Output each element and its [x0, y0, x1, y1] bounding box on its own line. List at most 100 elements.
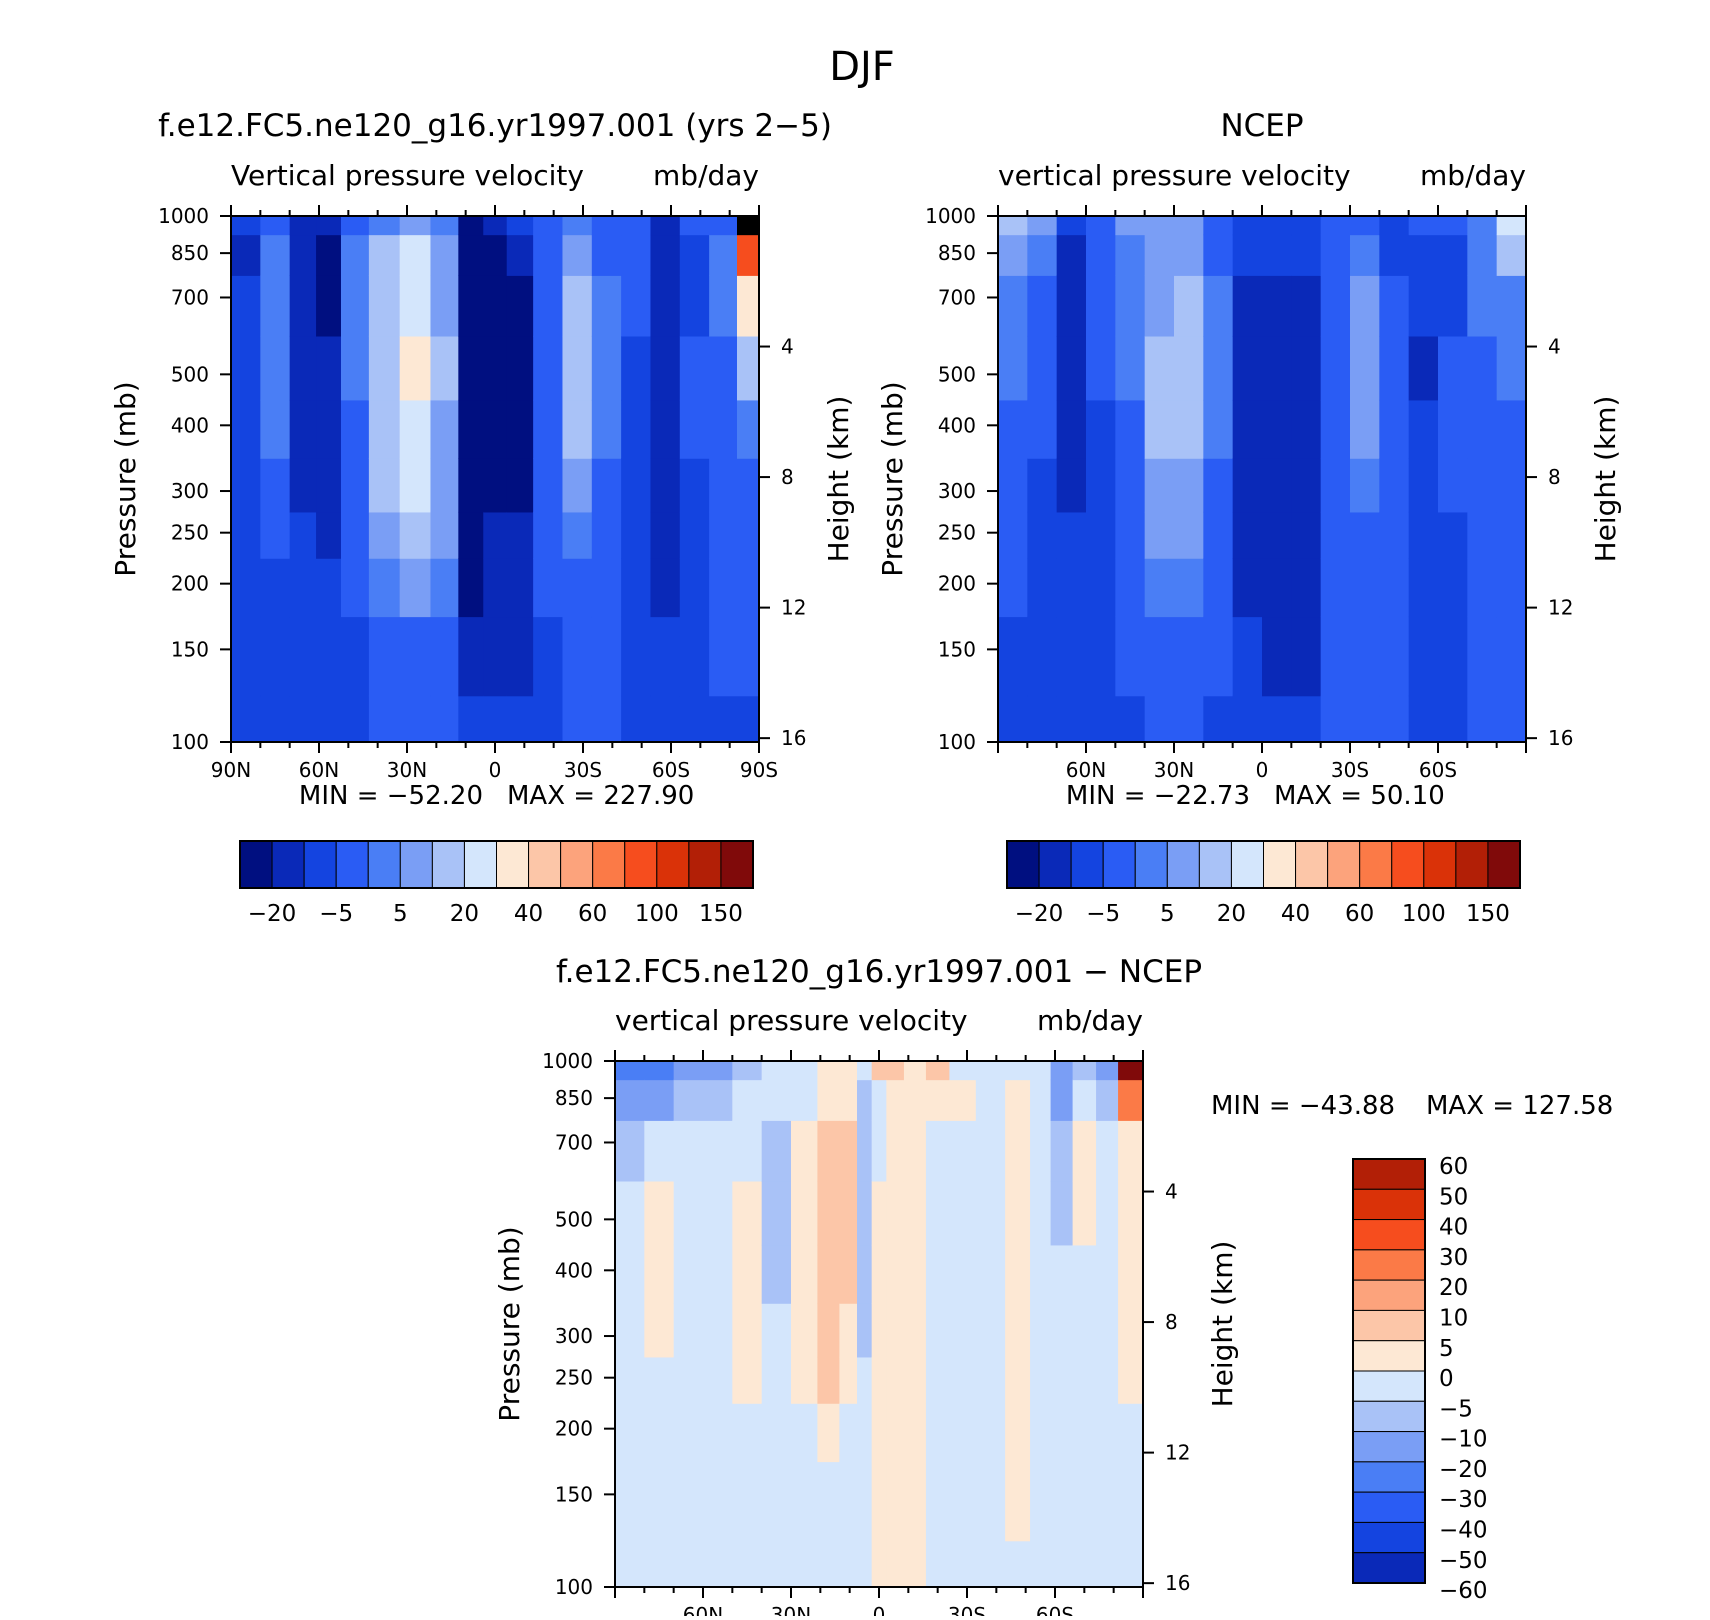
data-cell — [1408, 458, 1439, 513]
data-cell — [1350, 216, 1380, 236]
data-cell — [679, 335, 710, 401]
data-cell — [316, 695, 342, 742]
data-cell — [903, 1303, 927, 1358]
y-tick-label: 500 — [938, 362, 976, 386]
colorbar-label: 5 — [393, 901, 408, 927]
data-cell — [1030, 1303, 1052, 1358]
data-cell — [1096, 1061, 1119, 1081]
data-cell — [761, 1244, 792, 1304]
data-cell — [591, 511, 622, 559]
data-cell — [591, 616, 622, 697]
x-tick-label: 60S — [1419, 758, 1457, 782]
data-cell — [817, 1120, 840, 1182]
data-cell — [1203, 335, 1234, 401]
chart-title: f.e12.FC5.ne120_g16.yr1997.001 − NCEP — [556, 954, 1202, 990]
data-cell — [615, 1244, 645, 1304]
data-cell — [341, 275, 370, 337]
data-cell — [1027, 216, 1058, 236]
data-cell — [1118, 1461, 1143, 1542]
data-cell — [533, 399, 564, 459]
data-cell — [1115, 275, 1146, 337]
data-cell — [839, 1180, 858, 1246]
data-cell — [1320, 616, 1351, 697]
data-cell — [998, 335, 1028, 401]
data-cell — [562, 335, 593, 401]
data-cell — [341, 216, 370, 236]
colorbar-label: 50 — [1439, 1184, 1468, 1210]
data-cell — [925, 1356, 950, 1404]
data-cell — [673, 1403, 704, 1463]
data-cell — [483, 511, 508, 559]
data-cell — [709, 511, 738, 559]
data-cell — [316, 616, 342, 697]
data-cell — [673, 1303, 704, 1358]
colorbar-swatch — [496, 840, 530, 889]
y-tick-label: 250 — [555, 1366, 593, 1390]
data-cell — [1408, 216, 1439, 236]
data-cell — [1030, 1403, 1052, 1463]
data-cell — [1096, 1356, 1119, 1404]
data-cell — [817, 1303, 840, 1358]
data-cell — [533, 511, 564, 559]
data-cell — [458, 511, 484, 559]
data-cell — [1203, 399, 1234, 459]
data-cell — [231, 399, 261, 459]
data-cell — [1320, 399, 1351, 459]
data-cell — [1232, 616, 1263, 697]
data-cell — [644, 1540, 675, 1587]
data-cell — [1115, 616, 1146, 697]
colorbar: −20 −5 5 20 40 60 100 150 — [1006, 840, 1521, 927]
data-cell — [1350, 616, 1380, 697]
data-cell — [368, 458, 401, 513]
data-cell — [1027, 616, 1058, 697]
data-cell — [673, 1244, 704, 1304]
data-cell — [341, 616, 370, 697]
data-cell — [791, 1403, 818, 1463]
data-cell — [1203, 511, 1234, 559]
data-cell — [1030, 1356, 1052, 1404]
data-cell — [1291, 616, 1322, 697]
data-cell — [1050, 1356, 1074, 1404]
colorbar-swatch — [1352, 1249, 1426, 1281]
colorbar-label: −5 — [1439, 1396, 1473, 1422]
colorbar-frame — [239, 840, 754, 889]
data-cell — [1005, 1180, 1031, 1246]
colorbar-swatch — [592, 840, 626, 889]
data-cell — [1291, 511, 1322, 559]
data-cell — [289, 216, 317, 236]
data-cell — [925, 1403, 950, 1463]
data-cell — [591, 234, 622, 276]
data-cell — [316, 458, 342, 513]
data-cell — [791, 1120, 818, 1182]
data-cell — [732, 1461, 763, 1542]
data-cell — [1291, 275, 1322, 337]
colorbar-label: 40 — [1439, 1215, 1468, 1241]
data-cell — [644, 1461, 675, 1542]
data-cell — [1144, 234, 1175, 276]
data-cell — [857, 1079, 873, 1121]
data-cell — [732, 1303, 763, 1358]
data-cell — [1320, 695, 1351, 742]
data-cell — [732, 1403, 763, 1463]
data-cell — [703, 1079, 733, 1121]
data-cell — [949, 1540, 977, 1587]
data-cell — [1086, 234, 1116, 276]
data-cell — [1232, 558, 1263, 618]
data-cell — [679, 558, 710, 618]
data-cell — [1350, 234, 1380, 276]
data-cell — [791, 1079, 818, 1121]
colorbar-swatch — [1352, 1309, 1426, 1342]
data-cell — [1050, 1079, 1074, 1121]
data-cell — [737, 399, 759, 459]
data-cell — [399, 234, 432, 276]
colorbar-label: 60 — [578, 901, 607, 927]
colorbar-swatch — [1455, 840, 1489, 889]
data-cell — [839, 1061, 858, 1081]
data-cell — [483, 335, 508, 401]
data-cell — [1232, 275, 1263, 337]
y-tick-label: 1000 — [925, 204, 976, 228]
colorbar-swatch — [1352, 1521, 1426, 1554]
data-cell — [1262, 511, 1292, 559]
data-cell — [1467, 275, 1498, 337]
